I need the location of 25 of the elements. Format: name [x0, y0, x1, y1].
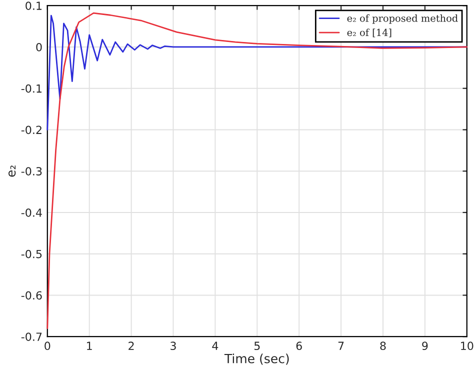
legend-label: e₂ of proposed method: [347, 14, 458, 24]
y-tick-label: -0.6: [21, 291, 42, 300]
x-tick-label: 2: [128, 342, 134, 350]
x-tick-label: 10: [461, 342, 474, 350]
legend-label: e₂ of [14]: [347, 28, 392, 38]
x-tick-label: 0: [44, 342, 50, 350]
x-tick-label: 3: [170, 342, 176, 350]
x-tick-label: 1: [87, 342, 92, 350]
line-series: [46, 12, 468, 330]
x-axis-title: Time (sec): [224, 354, 289, 365]
x-tick-label: 6: [296, 342, 302, 350]
y-axis-title: e₂: [8, 166, 16, 177]
y-tick-label: -0.5: [21, 250, 42, 258]
y-tick-label: -0.3: [21, 167, 42, 176]
x-tick-label: 4: [212, 342, 218, 350]
x-tick-label: 7: [338, 342, 344, 350]
y-tick-label: -0.4: [21, 208, 42, 217]
y-tick-label: -0.7: [21, 332, 42, 341]
y-tick-label: 0.1: [26, 2, 42, 10]
x-tick-label: 9: [422, 342, 428, 350]
x-tick-label: 5: [254, 342, 260, 350]
y-tick-label: 0: [36, 42, 42, 52]
x-tick-label: 8: [380, 342, 386, 350]
y-tick-label: -0.2: [21, 126, 42, 134]
y-tick-label: -0.1: [21, 84, 42, 93]
